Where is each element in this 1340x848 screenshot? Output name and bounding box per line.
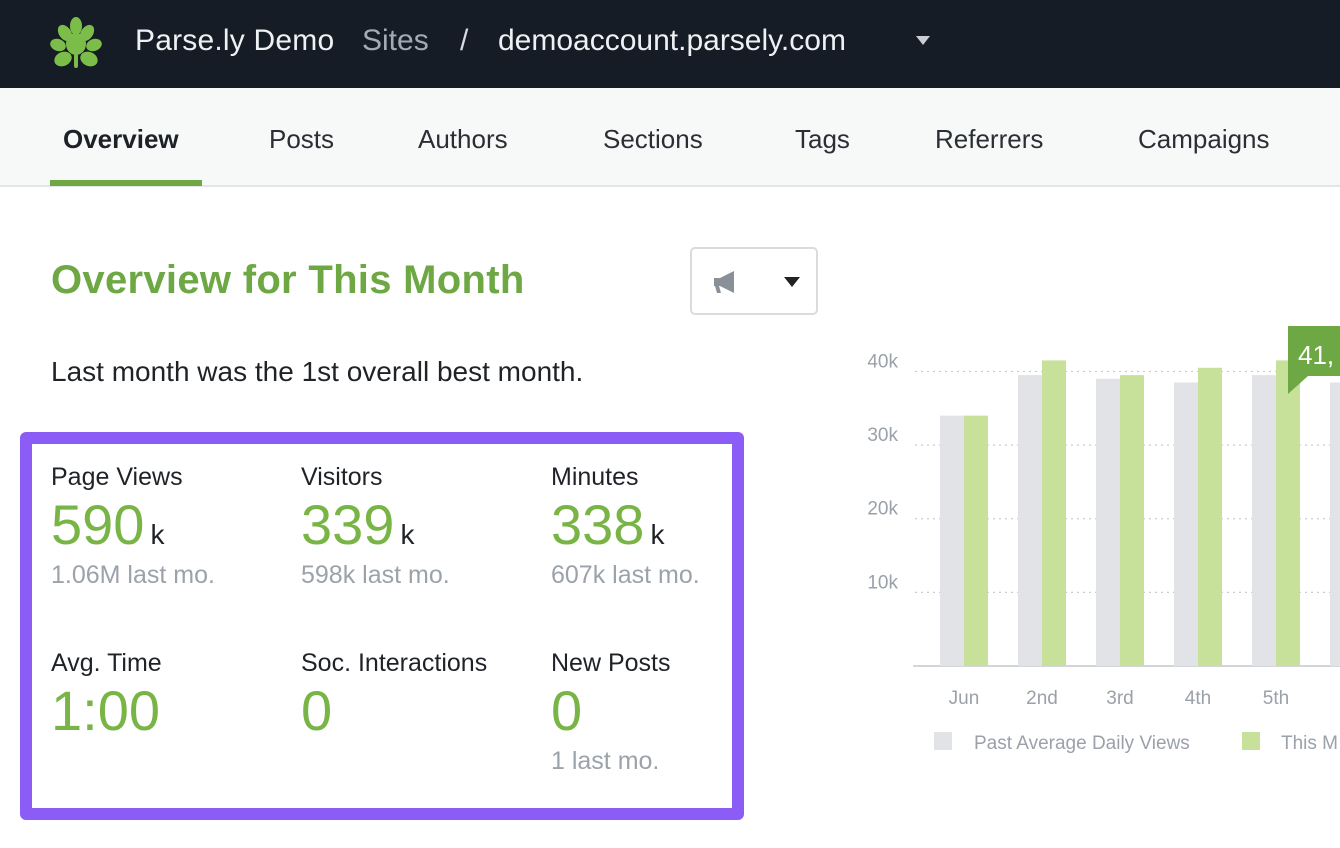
metric-visitors[interactable]: Visitors 339 k 598k last mo. [301,463,450,590]
metric-last-month: 1.06M last mo. [51,560,215,589]
metric-label: Soc. Interactions [301,649,488,677]
tab-overview[interactable]: Overview [63,124,179,154]
bar-this-month [964,415,988,666]
sites-link[interactable]: Sites [362,24,429,57]
tab-campaigns[interactable]: Campaigns [1138,124,1270,154]
metric-value: 590 k [51,493,215,556]
tab-authors[interactable]: Authors [418,124,508,154]
metric-new-posts[interactable]: New Posts 0 1 last mo. [551,649,670,776]
tab-tags[interactable]: Tags [795,124,850,154]
caret-down-icon [784,277,800,287]
metric-last-month: 598k last mo. [301,560,450,589]
y-tick-label: 30k [867,425,898,446]
metric-number: 339 [301,493,395,556]
metric-unit: k [650,519,665,550]
tooltip-value: 41, [1298,340,1334,370]
metric-number: 0 [301,679,333,742]
metric-label: Minutes [551,463,639,491]
page-title: Overview for This Month [51,258,525,302]
x-tick-label: 5th [1263,688,1289,709]
metric-page-views[interactable]: Page Views 590 k 1.06M last mo. [51,463,215,590]
y-tick-label: 40k [867,351,898,372]
metric-minutes[interactable]: Minutes 338 k 607k last mo. [551,463,700,590]
metric-label: New Posts [551,649,671,677]
breadcrumb-separator: / [460,24,469,57]
bar-past-average [1096,378,1120,666]
legend-swatch-past-average [934,732,952,750]
metric-last-month: 1 last mo. [551,746,660,775]
y-tick-label: 10k [867,572,898,593]
metric-number: 338 [551,493,645,556]
metric-number: 1:00 [51,679,160,742]
value-tooltip [1288,326,1340,394]
legend-swatch-this-month [1242,732,1260,750]
metric-social-interactions[interactable]: Soc. Interactions 0 [301,649,487,741]
metric-value: 339 k [301,493,450,556]
parsely-leaf-icon[interactable] [48,14,104,72]
bar-past-average [1018,375,1042,666]
legend-label-this-month: This M [1281,733,1338,754]
megaphone-icon [714,271,734,293]
x-tick-label: Jun [949,688,980,709]
bar-past-average [1330,382,1340,666]
bar-this-month [1198,367,1222,666]
nav-tabs: Overview Posts Authors Sections Tags Ref… [0,88,1340,187]
metrics-summary-panel: Page Views 590 k 1.06M last mo. Visitors … [20,432,744,820]
legend-label-past-average: Past Average Daily Views [974,733,1190,754]
metric-last-month: 607k last mo. [551,560,700,589]
site-domain-selector[interactable]: demoaccount.parsely.com [498,24,846,57]
brand-name[interactable]: Parse.ly Demo [135,24,335,57]
bar-this-month [1042,360,1066,666]
metric-number: 590 [51,493,145,556]
chevron-down-icon[interactable] [916,36,930,45]
tab-referrers[interactable]: Referrers [935,124,1044,154]
daily-views-chart-svg: 10k 20k 30k 40k Jun 2nd 3rd 4th 5th 41, Past Avera… [867,326,1340,754]
metric-label: Page Views [51,463,183,491]
tab-sections[interactable]: Sections [603,124,703,154]
bar-this-month [1120,375,1144,666]
metric-label: Visitors [301,463,383,491]
x-tick-label: 4th [1185,688,1211,709]
announcements-dropdown-button[interactable] [690,247,818,315]
best-month-note: Last month was the 1st overall best mont… [51,356,584,387]
metric-value: 338 k [551,493,700,556]
bar-past-average [1252,375,1276,666]
metric-label: Avg. Time [51,649,162,677]
x-tick-label: 2nd [1026,688,1058,709]
metric-value: 0 [551,679,670,742]
bar-past-average [1174,382,1198,666]
y-tick-label: 20k [867,499,898,520]
top-bar: Parse.ly Demo Sites / demoaccount.parsel… [0,0,1340,88]
metric-number: 0 [551,679,583,742]
x-tick-label: 3rd [1106,688,1133,709]
metric-unit: k [150,519,165,550]
active-tab-indicator [50,180,202,186]
bar-this-month [1276,360,1300,666]
metric-value: 0 [301,679,487,742]
bar-past-average [940,415,964,666]
metric-unit: k [400,519,415,550]
tab-posts[interactable]: Posts [269,124,335,154]
daily-views-chart: 10k 20k 30k 40k Jun 2nd 3rd 4th 5th 41, Past Avera… [840,320,1340,770]
metric-avg-time[interactable]: Avg. Time 1:00 [51,649,162,741]
metric-value: 1:00 [51,679,162,742]
